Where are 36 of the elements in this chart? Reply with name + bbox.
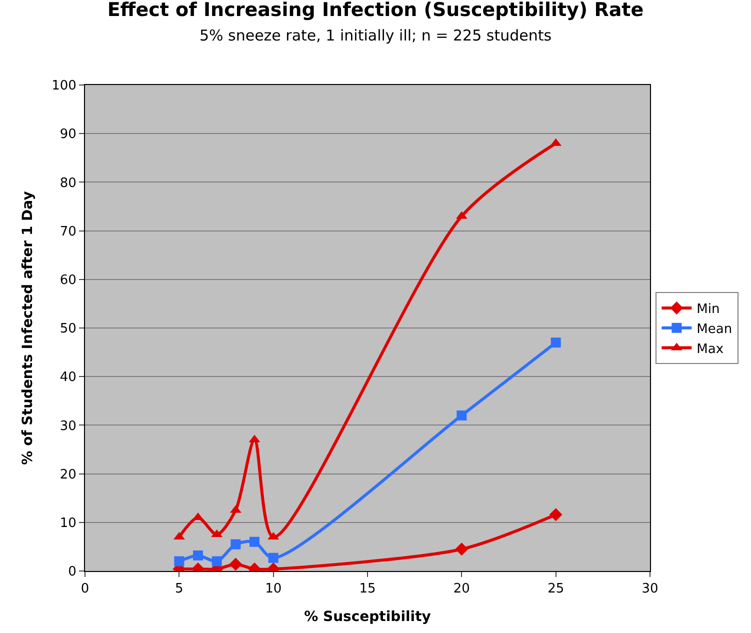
x-tick-label: 30 [642,582,658,597]
legend-label: Max [696,342,724,357]
y-tick-label: 0 [68,564,76,580]
y-tick-label: 60 [60,272,76,288]
y-tick-label: 40 [60,370,76,386]
point [550,338,561,348]
y-tick-label: 20 [60,467,76,482]
x-tick-label: 10 [265,582,282,597]
point [230,539,241,550]
y-tick-label: 30 [60,418,76,434]
point [229,558,242,571]
y-tick-label: 80 [60,176,76,191]
y-tick-label: 90 [60,127,76,142]
point [193,550,203,560]
x-tick-label: 15 [359,582,376,597]
point [212,556,222,566]
y-tick-label: 50 [60,322,76,337]
x-tick-label: 20 [453,582,470,597]
x-tick-label: 0 [80,582,90,597]
y-tick-label: 10 [60,516,76,531]
point [456,410,467,420]
legend-label: Min [696,302,720,318]
chart-subtitle: 5% sneeze rate, 1 initially ill; n = 225 students [199,26,552,45]
y-tick-label: 70 [60,224,76,240]
point [268,552,278,563]
x-axis-title: % Susceptibility [304,608,431,625]
x-tick-label: 5 [175,582,184,597]
y-tick-label: 100 [52,78,76,94]
y-axis-title: % of Students Infected after 1 Day [20,191,36,465]
point [455,542,468,556]
point [174,556,184,566]
x-tick-label: 25 [548,582,564,597]
point [549,508,562,522]
point [250,536,260,547]
chart-title: Effect of Increasing Infection (Susceptibility) Rate [107,0,644,21]
legend-label: Mean [696,322,732,337]
